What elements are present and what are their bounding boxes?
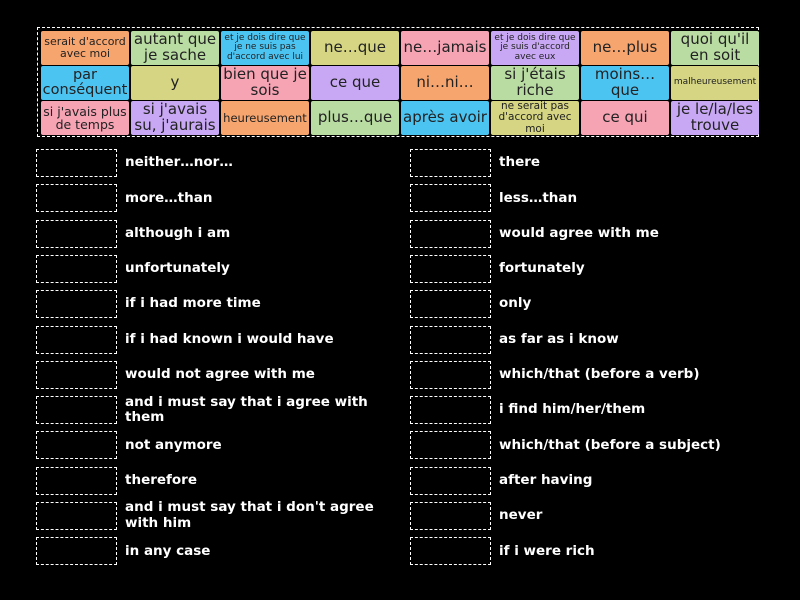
drop-box[interactable] (36, 219, 117, 248)
prompt-label: only (499, 295, 532, 312)
drop-box[interactable] (410, 431, 491, 460)
prompt-label: less…than (499, 189, 578, 206)
answer-tile[interactable]: si j'avais plus de temps (41, 101, 129, 135)
prompt-label: not anymore (125, 436, 222, 453)
answer-tile[interactable]: ne serait pas d'accord avec moi (491, 101, 579, 135)
answer-tile[interactable]: autant que je sache (131, 31, 219, 65)
prompt-label: which/that (before a verb) (499, 366, 700, 383)
answer-tile[interactable]: par conséquent (41, 66, 129, 100)
prompt-label: never (499, 507, 543, 524)
drop-box[interactable] (36, 396, 117, 425)
answer-tile[interactable]: malheureusement (671, 66, 759, 100)
drop-box[interactable] (410, 219, 491, 248)
drop-box[interactable] (410, 537, 491, 566)
answer-tile[interactable]: ce que (311, 66, 399, 100)
answer-tile[interactable]: si j'étais riche (491, 66, 579, 100)
drop-box[interactable] (36, 184, 117, 213)
prompt-label: therefore (125, 471, 197, 488)
answer-tile[interactable]: ne…jamais (401, 31, 489, 65)
answer-tile[interactable]: si j'avais su, j'aurais (131, 101, 219, 135)
answer-tile[interactable]: après avoir (401, 101, 489, 135)
drop-box[interactable] (410, 149, 491, 177)
prompt-label: after having (499, 471, 593, 488)
drop-box[interactable] (410, 184, 491, 213)
drop-box[interactable] (36, 149, 117, 177)
prompt-label: which/that (before a subject) (499, 436, 721, 453)
answer-tile[interactable]: et je dois dire que je suis d'accord ave… (491, 31, 579, 65)
answer-tile[interactable]: ni…ni… (401, 66, 489, 100)
drop-box[interactable] (410, 290, 491, 319)
drop-box[interactable] (36, 537, 117, 566)
prompt-label: if i were rich (499, 542, 595, 559)
answer-tile[interactable]: moins…que (581, 66, 669, 100)
prompt-label: neither…nor… (125, 154, 233, 171)
prompt-label: there (499, 154, 541, 171)
prompt-label: if i had known i would have (125, 330, 334, 347)
prompt-label: would agree with me (499, 224, 659, 241)
prompt-label: unfortunately (125, 260, 230, 277)
drop-box[interactable] (410, 502, 491, 530)
drop-box[interactable] (36, 466, 117, 495)
prompt-label: and i must say that i don't agree with h… (125, 499, 374, 531)
prompt-label: more…than (125, 189, 213, 206)
drop-box[interactable] (36, 431, 117, 460)
answer-tile[interactable]: y (131, 66, 219, 100)
prompt-label: as far as i know (499, 330, 619, 347)
drop-box[interactable] (410, 360, 491, 389)
prompt-label: and i must say that i agree with them (125, 393, 368, 426)
drop-box[interactable] (410, 254, 491, 283)
answer-tile[interactable]: bien que je sois (221, 66, 309, 100)
drop-box[interactable] (410, 325, 491, 354)
answer-tile[interactable]: ne…plus (581, 31, 669, 65)
drop-box[interactable] (36, 325, 117, 354)
prompt-label: i find him/her/them (499, 401, 646, 418)
drop-box[interactable] (410, 396, 491, 425)
answer-tile[interactable]: ne…que (311, 31, 399, 65)
prompt-label: fortunately (499, 260, 585, 277)
drop-box[interactable] (36, 360, 117, 389)
answer-tile[interactable]: serait d'accord avec moi (41, 31, 129, 65)
answer-tile[interactable]: ce qui (581, 101, 669, 135)
prompt-label: although i am (125, 224, 231, 241)
drop-box[interactable] (36, 502, 117, 530)
answer-tile[interactable]: et je dois dire que je ne suis pas d'acc… (221, 31, 309, 65)
prompt-label: if i had more time (125, 295, 261, 312)
drop-box[interactable] (36, 290, 117, 319)
answer-tile[interactable]: plus…que (311, 101, 399, 135)
drop-box[interactable] (36, 254, 117, 283)
answer-tile[interactable]: quoi qu'il en soit (671, 31, 759, 65)
answer-tile[interactable]: heureusement (221, 101, 309, 135)
prompt-label: in any case (125, 542, 211, 559)
drop-box[interactable] (410, 466, 491, 495)
prompt-label: would not agree with me (125, 366, 315, 383)
answer-tile[interactable]: je le/la/les trouve (671, 101, 759, 135)
